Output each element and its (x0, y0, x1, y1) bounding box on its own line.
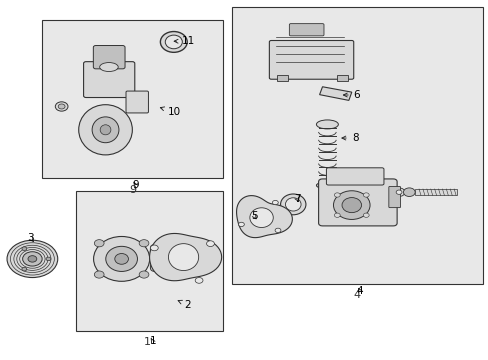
Circle shape (275, 228, 280, 233)
Circle shape (94, 271, 104, 278)
FancyBboxPatch shape (289, 24, 324, 36)
Circle shape (395, 190, 401, 194)
Text: 6: 6 (343, 90, 360, 100)
Text: 4: 4 (352, 291, 360, 301)
Ellipse shape (316, 120, 338, 129)
FancyBboxPatch shape (269, 41, 353, 79)
Circle shape (363, 213, 368, 217)
Polygon shape (149, 233, 221, 281)
FancyBboxPatch shape (388, 186, 400, 208)
Circle shape (195, 278, 203, 283)
Polygon shape (319, 87, 351, 100)
Circle shape (28, 256, 37, 262)
Text: 1: 1 (149, 336, 156, 346)
Circle shape (238, 222, 244, 226)
Text: 9: 9 (128, 185, 136, 195)
Text: 3: 3 (27, 233, 34, 243)
Ellipse shape (249, 208, 273, 228)
Ellipse shape (285, 198, 301, 211)
Ellipse shape (115, 253, 128, 264)
Ellipse shape (105, 246, 137, 271)
Circle shape (58, 104, 65, 109)
Bar (336, 75, 347, 81)
Circle shape (334, 193, 340, 197)
Text: 2: 2 (178, 300, 191, 310)
Circle shape (334, 213, 340, 217)
Circle shape (363, 193, 368, 197)
FancyBboxPatch shape (83, 62, 135, 98)
Ellipse shape (316, 182, 338, 189)
Circle shape (46, 257, 51, 261)
Circle shape (94, 240, 104, 247)
Ellipse shape (79, 105, 132, 155)
Polygon shape (236, 195, 292, 238)
Circle shape (206, 241, 214, 247)
Ellipse shape (100, 63, 118, 72)
Circle shape (7, 240, 58, 278)
Circle shape (392, 188, 404, 197)
Circle shape (22, 267, 27, 271)
Ellipse shape (165, 35, 182, 49)
Circle shape (150, 245, 158, 251)
Circle shape (22, 252, 42, 266)
Text: 10: 10 (160, 107, 180, 117)
Circle shape (272, 201, 278, 205)
Bar (76, 191, 222, 330)
Ellipse shape (341, 198, 361, 213)
Bar (414, 189, 456, 195)
Bar (42, 21, 222, 178)
Ellipse shape (333, 191, 369, 220)
Ellipse shape (92, 117, 119, 143)
FancyBboxPatch shape (150, 244, 177, 271)
Bar (277, 75, 287, 81)
Circle shape (139, 240, 149, 247)
Circle shape (22, 247, 27, 251)
Ellipse shape (168, 244, 198, 271)
Circle shape (139, 271, 149, 278)
Text: 1: 1 (143, 337, 150, 347)
Ellipse shape (100, 125, 111, 135)
Text: 9: 9 (132, 180, 139, 190)
Circle shape (55, 102, 68, 111)
Bar (232, 7, 483, 284)
FancyBboxPatch shape (326, 168, 383, 185)
FancyBboxPatch shape (126, 91, 148, 113)
FancyBboxPatch shape (93, 45, 125, 69)
Ellipse shape (93, 237, 149, 281)
FancyBboxPatch shape (318, 179, 396, 226)
Text: 5: 5 (250, 211, 257, 221)
Circle shape (403, 188, 414, 197)
Text: 11: 11 (174, 36, 195, 46)
Ellipse shape (160, 32, 187, 52)
Text: 4: 4 (356, 286, 363, 296)
Text: 8: 8 (341, 133, 358, 143)
Ellipse shape (280, 194, 305, 215)
Text: 7: 7 (293, 194, 300, 204)
